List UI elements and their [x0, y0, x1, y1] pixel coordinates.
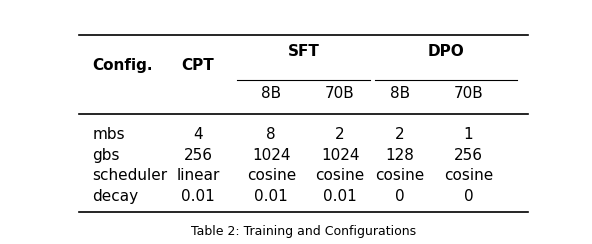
Text: 256: 256 [454, 148, 483, 163]
Text: gbs: gbs [92, 148, 120, 163]
Text: DPO: DPO [427, 44, 464, 59]
Text: 4: 4 [193, 127, 202, 142]
Text: 2: 2 [335, 127, 345, 142]
Text: SFT: SFT [288, 44, 319, 59]
Text: 2: 2 [395, 127, 404, 142]
Text: cosine: cosine [444, 168, 493, 183]
Text: 8B: 8B [261, 86, 281, 101]
Text: 0.01: 0.01 [255, 189, 288, 204]
Text: CPT: CPT [182, 58, 214, 73]
Text: Table 2: Training and Configurations: Table 2: Training and Configurations [191, 225, 416, 238]
Text: 1024: 1024 [321, 148, 359, 163]
Text: 0: 0 [464, 189, 474, 204]
Text: 1: 1 [464, 127, 474, 142]
Text: cosine: cosine [247, 168, 296, 183]
Text: 70B: 70B [325, 86, 355, 101]
Text: 70B: 70B [453, 86, 484, 101]
Text: 8B: 8B [390, 86, 410, 101]
Text: mbs: mbs [92, 127, 125, 142]
Text: linear: linear [176, 168, 220, 183]
Text: Config.: Config. [92, 58, 153, 73]
Text: cosine: cosine [375, 168, 424, 183]
Text: scheduler: scheduler [92, 168, 168, 183]
Text: decay: decay [92, 189, 139, 204]
Text: 256: 256 [184, 148, 213, 163]
Text: cosine: cosine [316, 168, 365, 183]
Text: 8: 8 [266, 127, 276, 142]
Text: 1024: 1024 [252, 148, 291, 163]
Text: 128: 128 [385, 148, 414, 163]
Text: 0.01: 0.01 [323, 189, 357, 204]
Text: 0: 0 [395, 189, 404, 204]
Text: 0.01: 0.01 [181, 189, 215, 204]
